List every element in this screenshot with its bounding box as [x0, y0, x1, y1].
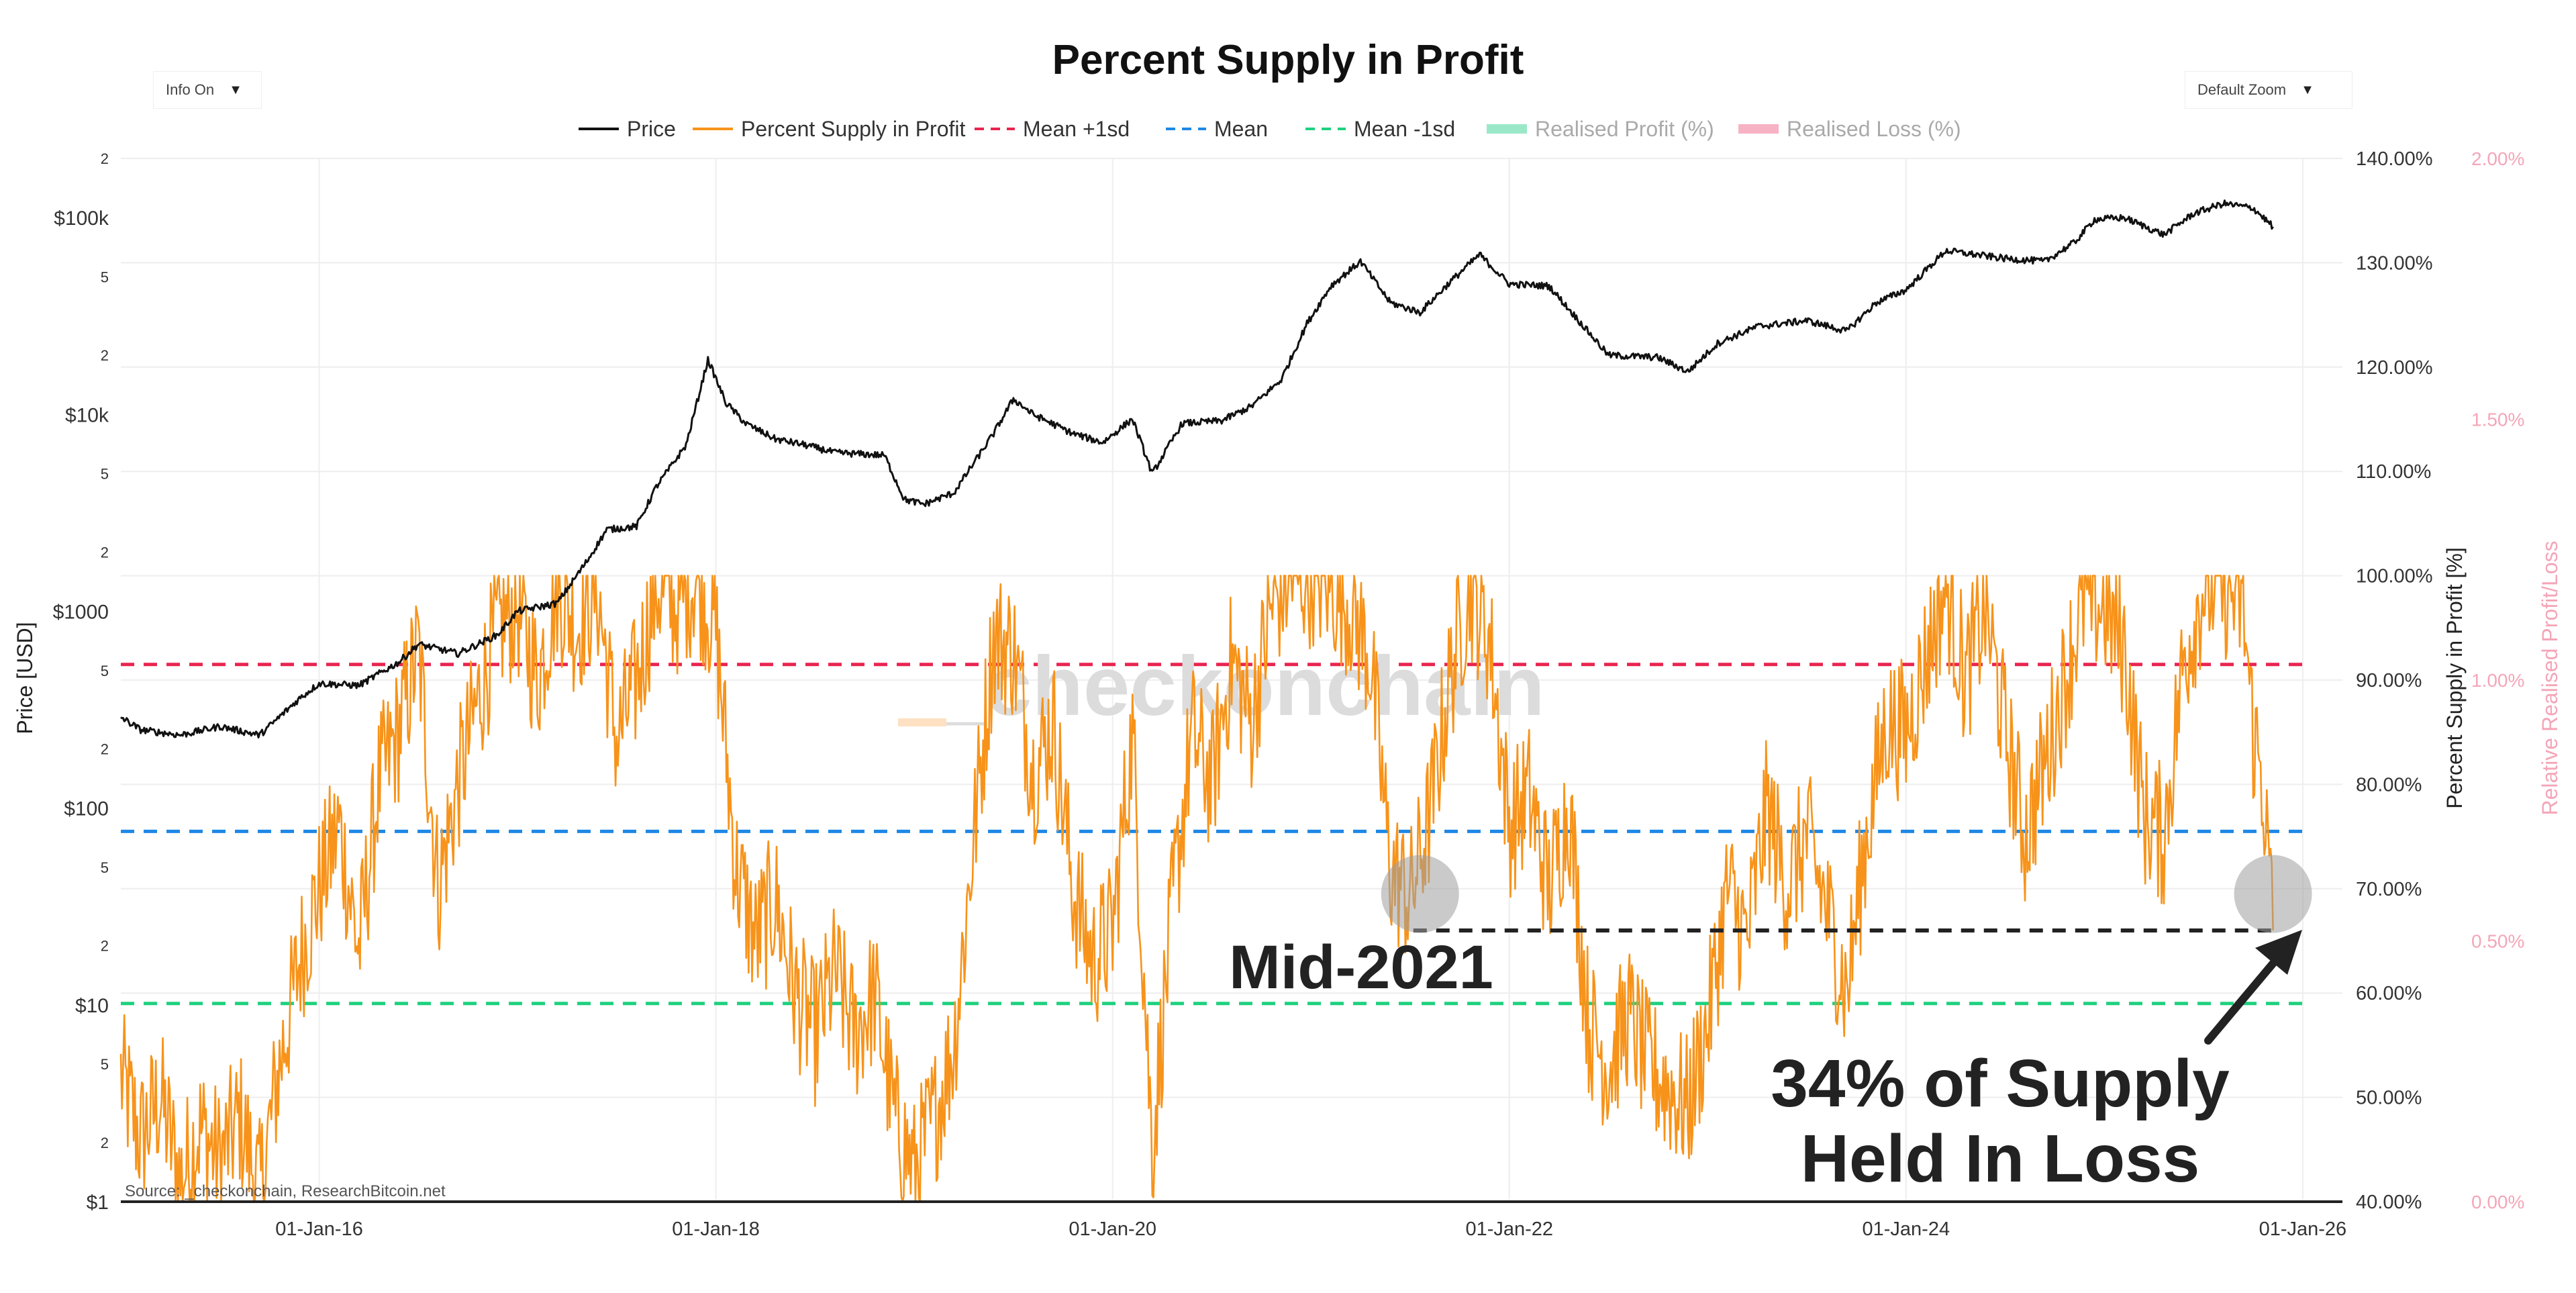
- y-right-tick: 120.00%: [2356, 357, 2433, 379]
- y-left-tick: 5: [101, 269, 109, 285]
- y-left-tick: 5: [101, 663, 109, 679]
- zoom-label: Default Zoom: [2197, 81, 2287, 98]
- y-right2-tick: 0.50%: [2471, 931, 2524, 952]
- y-right2-tick: 1.00%: [2471, 670, 2524, 691]
- x-tick-label: 01-Jan-16: [275, 1218, 363, 1240]
- supply-series: [119, 575, 2274, 1203]
- y-left-tick: $100k: [54, 207, 109, 230]
- y-left-ticks: $1 2 5 $10 2 5 $100 2 5 $1000 2 5 $10k 2 5 $100k 2: [53, 150, 109, 1214]
- x-ticks: 01-Jan-16 01-Jan-18 01-Jan-20 01-Jan-22 01-J…: [275, 1218, 2346, 1240]
- x-tick-label: 01-Jan-22: [1465, 1218, 1553, 1240]
- source-label: Source: _checkonchain, ResearchBitcoin.n…: [125, 1182, 446, 1200]
- y-left-tick: 5: [101, 1056, 109, 1073]
- chart-title: Percent Supply in Profit: [1052, 37, 1524, 83]
- legend-label: Percent Supply in Profit: [741, 117, 966, 141]
- chevron-down-icon: ▼: [229, 82, 242, 97]
- y-left-tick: $10k: [65, 404, 109, 426]
- y-right-tick: 70.00%: [2356, 879, 2422, 900]
- chevron-down-icon: ▼: [2301, 82, 2314, 97]
- annotation-mid2021: Mid-2021: [1229, 933, 1493, 1002]
- y-right-ticks: 40.00% 50.00% 60.00% 70.00% 80.00% 90.00% 100.…: [2356, 148, 2433, 1213]
- y-left-tick: 2: [101, 347, 109, 364]
- y-left-tick: 2: [101, 150, 109, 167]
- y-left-tick: 5: [101, 466, 109, 483]
- y-right-tick: 40.00%: [2356, 1192, 2422, 1213]
- highlight-circle-mid2021: [1381, 855, 1459, 933]
- y-left-tick: $1: [87, 1192, 109, 1214]
- annotations: Mid-2021 34% of Supply Held In Loss: [1229, 855, 2312, 1196]
- watermark-underscore: [898, 718, 946, 726]
- y-right2-ticks: 0.00% 0.50% 1.00% 1.50% 2.00%: [2471, 148, 2524, 1212]
- y-right2-label: Relative Realised Profit/Loss: [2538, 540, 2562, 815]
- y-left-tick: 2: [101, 938, 109, 955]
- x-tick-label: 01-Jan-18: [672, 1218, 760, 1240]
- y-right-tick: 100.00%: [2356, 566, 2433, 587]
- supply-line: [119, 575, 2274, 1203]
- y-right-tick: 60.00%: [2356, 983, 2422, 1004]
- y-right-tick: 80.00%: [2356, 774, 2422, 796]
- y-left-tick: 2: [101, 1135, 109, 1151]
- y-right2-tick: 0.00%: [2471, 1192, 2524, 1212]
- y-left-tick: $100: [64, 798, 109, 820]
- price-line: [120, 199, 2274, 738]
- y-left-tick: $10: [75, 995, 109, 1017]
- annotation-loss-line2: Held In Loss: [1801, 1121, 2200, 1196]
- y-right-tick: 140.00%: [2356, 148, 2433, 170]
- zoom-dropdown[interactable]: Default Zoom ▼: [2185, 71, 2352, 109]
- y-left-tick: 2: [101, 544, 109, 561]
- x-tick-label: 01-Jan-20: [1069, 1218, 1156, 1240]
- price-series: [120, 199, 2274, 738]
- highlight-circle-now: [2234, 855, 2312, 933]
- y-right-tick: 50.00%: [2356, 1088, 2422, 1109]
- annotation-loss-line1: 34% of Supply: [1771, 1046, 2230, 1121]
- legend: Price Percent Supply in Profit Mean +1sd Me…: [579, 117, 1961, 141]
- x-tick-label: 01-Jan-26: [2259, 1218, 2347, 1240]
- legend-label: Mean: [1214, 117, 1268, 141]
- legend-swatch: [1487, 124, 1527, 134]
- grid: [121, 158, 2342, 1202]
- y-left-tick: 5: [101, 859, 109, 876]
- legend-label: Mean -1sd: [1354, 117, 1455, 141]
- legend-label: Realised Loss (%): [1787, 117, 1961, 141]
- y-right-tick: 130.00%: [2356, 252, 2433, 274]
- annotation-arrow-head: [2255, 930, 2302, 975]
- legend-label: Price: [627, 117, 676, 141]
- info-toggle-dropdown[interactable]: Info On ▼: [153, 71, 262, 109]
- annotation-arrow-shaft: [2204, 953, 2283, 1045]
- y-right-tick: 90.00%: [2356, 670, 2422, 691]
- legend-label: Mean +1sd: [1023, 117, 1130, 141]
- x-tick-label: 01-Jan-24: [1863, 1218, 1950, 1240]
- y-right-label: Percent Supply in Profit [%]: [2442, 547, 2467, 809]
- y-right2-tick: 1.50%: [2471, 410, 2524, 430]
- legend-swatch: [1738, 124, 1779, 134]
- y-left-label: Price [USD]: [13, 622, 37, 734]
- y-left-tick: 2: [101, 740, 109, 757]
- info-toggle-label: Info On: [166, 81, 215, 98]
- legend-label: Realised Profit (%): [1535, 117, 1714, 141]
- y-left-tick: $1000: [53, 602, 109, 624]
- y-right-tick: 110.00%: [2356, 461, 2431, 483]
- y-right2-tick: 2.00%: [2471, 148, 2524, 169]
